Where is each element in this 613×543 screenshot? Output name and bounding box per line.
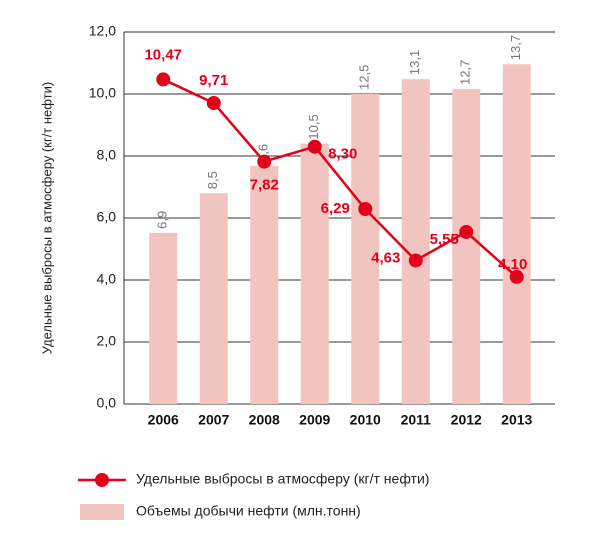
y-axis-label: Удельные выбросы в атмосферу (кг/т нефти…: [39, 82, 54, 354]
line-marker: [307, 139, 322, 154]
line-marker: [358, 202, 373, 217]
line-marker: [206, 95, 221, 110]
y-tick-label: 8,0: [97, 147, 117, 163]
bar: [250, 165, 279, 404]
bar-value-label: 10,5: [306, 114, 321, 139]
line-value-label: 7,82: [250, 177, 279, 194]
legend-marker: [95, 473, 109, 487]
bar-value-label: 12,5: [357, 65, 372, 90]
x-tick-label: 2007: [198, 412, 229, 428]
y-tick-label: 12,0: [89, 23, 116, 39]
y-tick-label: 4,0: [97, 271, 117, 287]
line-value-label: 5,55: [430, 231, 459, 248]
x-tick-label: 2010: [350, 412, 381, 428]
bar-value-label: 12,7: [458, 60, 473, 85]
x-tick-label: 2013: [501, 412, 532, 428]
bar: [351, 94, 380, 404]
bar-value-label: 13,7: [508, 35, 523, 60]
legend-label: Удельные выбросы в атмосферу (кг/т нефти…: [136, 471, 429, 487]
line-value-label: 9,71: [199, 72, 228, 89]
line-marker: [156, 72, 171, 87]
x-tick-label: 2011: [401, 412, 432, 428]
line-marker: [257, 154, 272, 169]
line-marker: [408, 253, 423, 268]
x-tick-label: 2006: [148, 412, 179, 428]
line-value-label: 8,30: [328, 146, 357, 163]
line: [162, 78, 518, 278]
bar: [300, 143, 329, 404]
y-tick-label: 0,0: [97, 395, 117, 411]
line-value-label: 4,63: [371, 249, 400, 266]
line-marker: [459, 224, 474, 239]
line-value-label: 4,10: [498, 256, 527, 273]
bar: [452, 89, 481, 404]
y-tick-label: 10,0: [89, 85, 116, 101]
bar: [502, 64, 531, 405]
bar-value-label: 8,5: [205, 171, 220, 189]
line-marker: [509, 269, 524, 284]
x-tick-label: 2012: [451, 412, 482, 428]
line-value-label: 6,29: [321, 200, 350, 217]
bar: [199, 193, 228, 404]
line-value-label: 10,47: [144, 46, 182, 63]
legend-swatch: [80, 504, 124, 520]
x-tick-label: 2008: [249, 412, 280, 428]
bar-value-label: 13,1: [407, 50, 422, 75]
bar: [149, 232, 178, 404]
x-tick-label: 2009: [299, 412, 330, 428]
y-tick-label: 2,0: [97, 333, 117, 349]
bar: [401, 79, 430, 405]
y-tick-label: 6,0: [97, 209, 117, 225]
legend-label: Объемы добычи нефти (млн.тонн): [136, 503, 361, 519]
bar-value-label: 6,9: [155, 211, 170, 229]
